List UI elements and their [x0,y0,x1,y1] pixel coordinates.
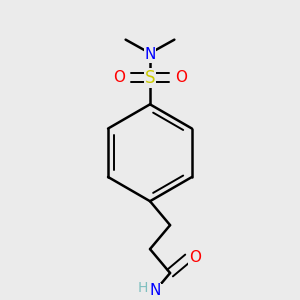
Text: O: O [189,250,201,266]
Text: O: O [175,70,187,85]
Text: H: H [138,281,148,296]
Text: N: N [144,47,156,62]
Text: O: O [113,70,125,85]
Text: N: N [149,284,161,298]
Text: S: S [145,69,155,87]
